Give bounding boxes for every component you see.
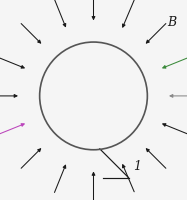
Text: B: B	[167, 16, 176, 29]
Text: 1: 1	[133, 159, 141, 172]
